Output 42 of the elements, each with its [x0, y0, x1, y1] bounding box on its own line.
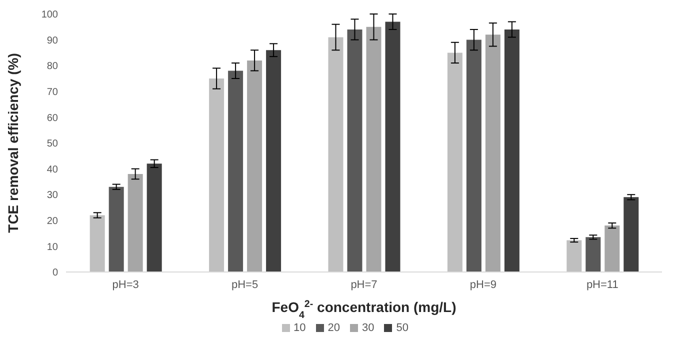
x-tick-label: pH=5 [231, 278, 258, 291]
y-tick-label: 100 [41, 10, 58, 21]
legend-label: 30 [362, 322, 374, 334]
y-tick-label: 50 [46, 138, 58, 150]
legend-label: 20 [328, 322, 340, 334]
bar [566, 240, 582, 272]
bar [128, 174, 143, 272]
legend-label: 50 [396, 322, 408, 334]
x-tick-label: pH=11 [586, 278, 618, 291]
legend-label: 10 [294, 322, 306, 334]
x-axis-title: FeO$_{4}$$^{2-}$ concentration (mg/L) [272, 298, 456, 320]
x-tick-label: pH=9 [470, 278, 497, 291]
bar [90, 215, 105, 272]
y-tick-label: 10 [46, 242, 58, 253]
x-tick-label: pH=7 [350, 278, 378, 291]
bar [146, 164, 162, 272]
y-tick-label: 90 [46, 35, 58, 46]
y-tick-label: 20 [46, 216, 58, 227]
bar [108, 186, 124, 272]
bar [247, 60, 262, 272]
bar [228, 70, 244, 272]
y-axis-title: TCE removal efficiency (%) [5, 53, 21, 233]
y-tick-label: 40 [46, 164, 58, 176]
bar [328, 37, 344, 272]
bar [209, 78, 224, 272]
bar [504, 29, 520, 272]
bar [347, 29, 362, 272]
bar [604, 226, 620, 272]
bar [266, 50, 282, 272]
bar [485, 34, 500, 272]
bar [366, 26, 382, 272]
y-tick-label: 70 [46, 86, 58, 98]
bar [624, 197, 639, 272]
bar [447, 52, 462, 272]
y-tick-label: 60 [46, 112, 58, 124]
bar [586, 237, 601, 272]
x-tick-label: pH=3 [112, 278, 139, 291]
bar [385, 22, 400, 272]
y-tick-label: 0 [52, 268, 58, 279]
y-tick-label: 80 [46, 61, 58, 72]
y-tick-label: 30 [46, 190, 58, 202]
bar [466, 40, 482, 272]
